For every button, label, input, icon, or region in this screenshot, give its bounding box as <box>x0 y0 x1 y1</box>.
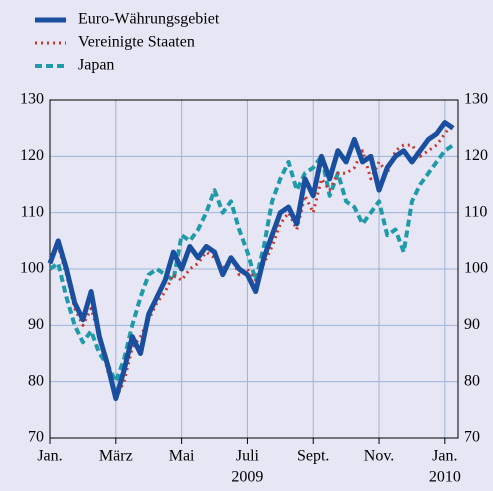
y2-tick-label: 120 <box>464 147 488 164</box>
x-tick-label: März <box>99 448 133 465</box>
y2-tick-label: 130 <box>464 91 488 108</box>
x-tick-label: Juli <box>236 448 260 465</box>
y-tick-label: 100 <box>20 260 44 277</box>
y2-tick-label: 80 <box>464 372 480 389</box>
y2-tick-label: 100 <box>464 260 488 277</box>
x-tick-label: Jan. <box>432 448 457 465</box>
x-year-label: 2009 <box>231 469 263 486</box>
legend-label: Japan <box>78 57 114 74</box>
x-tick-label: Mai <box>169 448 195 465</box>
y-tick-label: 130 <box>20 91 44 108</box>
legend-label: Euro-Währungsgebiet <box>78 11 220 28</box>
x-year-label: 2010 <box>429 469 461 486</box>
y-tick-label: 110 <box>21 203 44 220</box>
x-tick-label: Jan. <box>37 448 62 465</box>
y2-tick-label: 110 <box>464 203 487 220</box>
y-tick-label: 90 <box>28 316 44 333</box>
y-tick-label: 70 <box>28 429 44 446</box>
series-line <box>47 120 455 402</box>
x-tick-label: Nov. <box>364 448 395 465</box>
y2-tick-label: 70 <box>464 429 480 446</box>
y-tick-label: 120 <box>20 147 44 164</box>
y-tick-label: 80 <box>28 372 44 389</box>
x-tick-label: Sept. <box>297 448 329 465</box>
legend-label: Vereinigte Staaten <box>78 34 195 51</box>
series-line <box>48 143 455 384</box>
y2-tick-label: 90 <box>464 316 480 333</box>
